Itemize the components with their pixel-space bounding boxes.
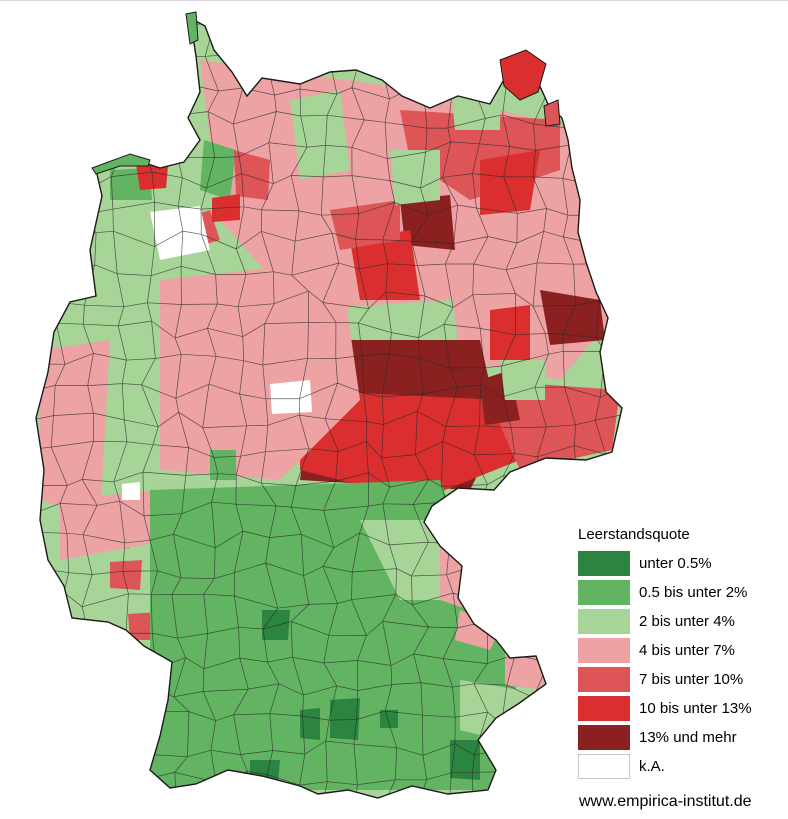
- district-zone: [380, 710, 398, 728]
- islands: [91, 11, 561, 175]
- district-zone: [300, 708, 320, 740]
- legend-label: 2 bis unter 4%: [639, 613, 735, 630]
- district-zone: [350, 230, 420, 300]
- district-zone: [60, 490, 170, 560]
- legend-label: 10 bis unter 13%: [639, 700, 752, 717]
- district-zone: [40, 340, 110, 520]
- region-zones: [40, 60, 620, 790]
- legend-swatch: [578, 551, 630, 576]
- legend-swatch: [578, 667, 630, 692]
- legend-item: 0.5 bis unter 2%: [578, 578, 783, 607]
- district-zone: [250, 760, 280, 784]
- district-zone: [490, 305, 530, 360]
- district-zone: [460, 680, 520, 740]
- legend-item: 4 bis unter 7%: [578, 636, 783, 665]
- district-zone: [400, 195, 455, 250]
- district-zone: [290, 90, 350, 180]
- legend-label: 7 bis unter 10%: [639, 671, 744, 688]
- map-legend: Leerstandsquote unter 0.5% 0.5 bis unter…: [578, 524, 783, 781]
- district-zone: [480, 150, 540, 215]
- district-zone: [500, 360, 545, 400]
- legend-item: unter 0.5%: [578, 549, 783, 578]
- legend-swatch: [578, 725, 630, 750]
- district-zone: [330, 698, 360, 740]
- legend-item: 2 bis unter 4%: [578, 607, 783, 636]
- district-zone: [270, 380, 312, 414]
- district-zone: [450, 80, 500, 130]
- district-zone: [122, 482, 140, 500]
- district-zone: [210, 450, 236, 480]
- district-zone: [540, 290, 605, 345]
- legend-item: 7 bis unter 10%: [578, 665, 783, 694]
- legend-swatch: [578, 580, 630, 605]
- legend-item: k.A.: [578, 752, 783, 781]
- district-zone: [136, 164, 168, 190]
- district-zone: [505, 650, 545, 690]
- district-zone: [262, 610, 290, 640]
- legend-item: 13% und mehr: [578, 723, 783, 752]
- legend-swatch: [578, 696, 630, 721]
- legend-swatch: [578, 609, 630, 634]
- legend-swatch: [578, 754, 630, 779]
- district-zone: [300, 390, 520, 500]
- legend-item: 10 bis unter 13%: [578, 694, 783, 723]
- legend-label: 13% und mehr: [639, 729, 737, 746]
- district-zone: [200, 140, 236, 200]
- district-zone: [455, 610, 500, 650]
- legend-label: 0.5 bis unter 2%: [639, 584, 748, 601]
- legend-swatch: [578, 638, 630, 663]
- district-zone: [160, 260, 360, 480]
- legend-label: unter 0.5%: [639, 555, 712, 572]
- legend-label: 4 bis unter 7%: [639, 642, 735, 659]
- district-zone: [110, 560, 142, 590]
- source-credit: www.empirica-institut.de: [579, 793, 752, 810]
- legend-list: unter 0.5% 0.5 bis unter 2% 2 bis unter …: [578, 549, 783, 781]
- district-zone: [390, 150, 440, 205]
- top-rule: [0, 0, 788, 1]
- legend-label: k.A.: [639, 758, 665, 775]
- legend-title: Leerstandsquote: [578, 526, 690, 543]
